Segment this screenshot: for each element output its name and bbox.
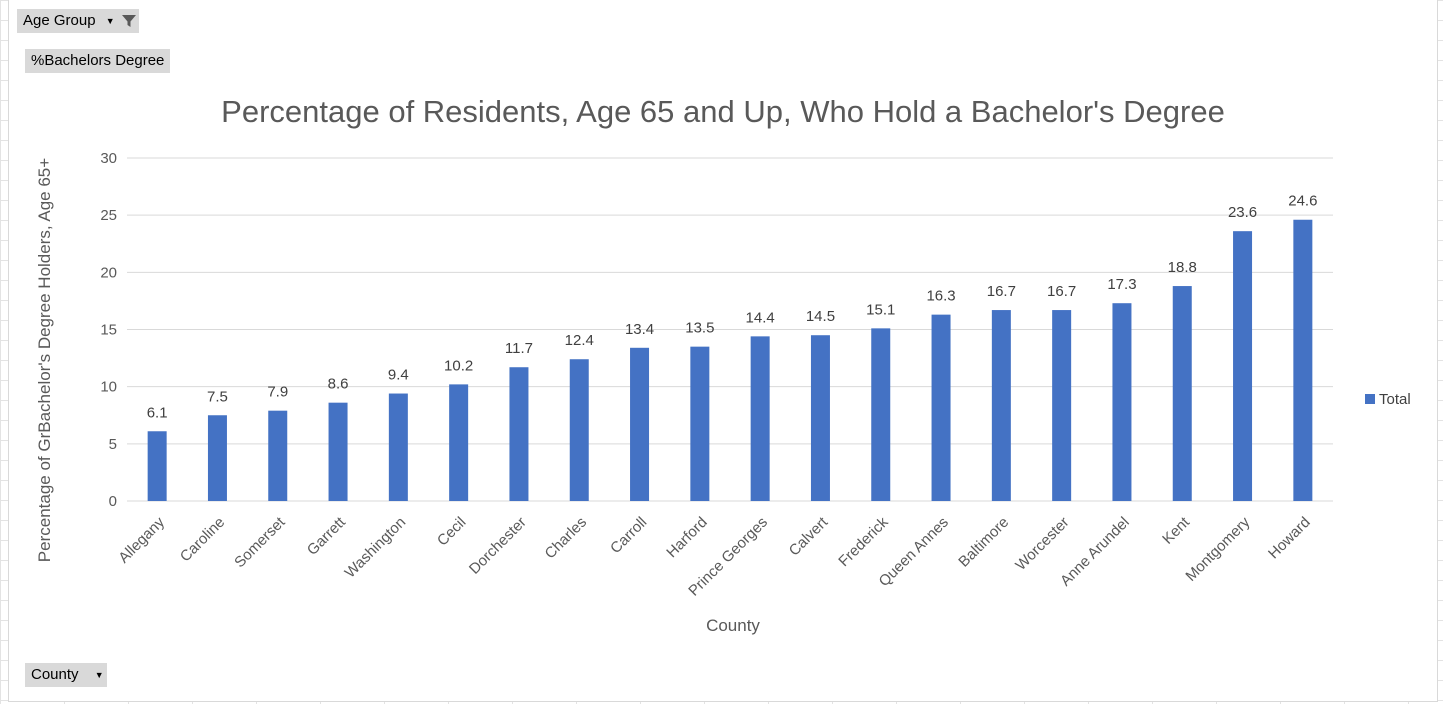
x-axis-title: County [706, 616, 760, 635]
x-axis-ticks: Allegany Caroline Somerset GarrettWashingto… [115, 513, 1313, 599]
bar[interactable] [1112, 303, 1132, 501]
bar[interactable] [871, 328, 891, 501]
data-label: 17.3 [1107, 276, 1136, 293]
bar[interactable] [750, 336, 770, 501]
data-label: 7.5 [207, 388, 228, 405]
data-label: 16.7 [987, 283, 1016, 300]
bar[interactable] [449, 384, 469, 501]
bar[interactable] [509, 367, 529, 501]
x-tick-label: Charles [542, 514, 591, 563]
bar[interactable] [931, 314, 951, 501]
filter-icon [121, 15, 136, 28]
bar[interactable] [630, 347, 650, 501]
chart-area[interactable]: Age Group ▼ %Bachelors Degree County ▼ [8, 0, 1438, 702]
y-tick-label: 10 [100, 379, 117, 396]
x-tick-label: Calvert [786, 513, 832, 559]
data-label: 23.6 [1228, 204, 1257, 221]
bar[interactable] [1293, 219, 1313, 502]
bar[interactable] [690, 346, 710, 501]
x-tick-label: Montgomery [1182, 513, 1253, 584]
x-tick-label: Kent [1159, 513, 1193, 547]
bar[interactable] [328, 402, 348, 501]
bar[interactable] [388, 393, 408, 501]
gridlines [127, 157, 1333, 502]
x-tick-label: Worcester [1012, 514, 1072, 574]
data-label: 7.9 [267, 384, 288, 401]
data-label: 13.4 [625, 321, 654, 338]
y-tick-label: 5 [109, 436, 117, 453]
data-label: 15.1 [866, 301, 895, 318]
data-label: 24.6 [1288, 193, 1317, 210]
x-tick-label: Harford [663, 514, 710, 561]
x-tick-label: Baltimore [955, 514, 1012, 571]
data-label: 14.5 [806, 308, 835, 325]
data-label: 6.1 [147, 404, 168, 421]
data-label: 8.6 [328, 376, 349, 393]
y-tick-label: 25 [100, 207, 117, 224]
x-tick-label: Frederick [835, 513, 892, 570]
y-axis-ticks: 0 5 10 15 20 25 30 [100, 150, 117, 510]
x-tick-label: Washington [342, 514, 410, 582]
y-tick-label: 20 [100, 264, 117, 281]
legend-swatch [1365, 394, 1375, 404]
data-label: 13.5 [685, 320, 714, 337]
data-label: 9.4 [388, 367, 409, 384]
data-labels: 6.1 7.5 7.9 8.6 9.4 10.2 11.7 12.4 13.4 13.5 14.4 1… [147, 193, 1318, 422]
x-tick-label: Howard [1265, 514, 1314, 563]
bar[interactable] [1052, 310, 1072, 501]
x-tick-label: Carroll [607, 514, 650, 557]
x-tick-label: Somerset [231, 513, 289, 571]
x-tick-label: Caroline [177, 514, 229, 566]
bar[interactable] [1233, 231, 1253, 501]
y-tick-label: 15 [100, 322, 117, 339]
x-tick-label: Cecil [434, 514, 470, 550]
age-group-filter-button[interactable]: Age Group ▼ [17, 9, 139, 33]
data-label: 11.7 [505, 340, 533, 357]
bar[interactable] [569, 359, 589, 501]
bar[interactable] [991, 310, 1011, 501]
data-label: 16.7 [1047, 283, 1076, 300]
legend[interactable]: Total [1365, 391, 1411, 408]
data-label: 12.4 [565, 332, 594, 349]
data-label: 10.2 [444, 357, 473, 374]
bachelors-degree-value-label: %Bachelors Degree [31, 52, 165, 69]
bar[interactable] [207, 415, 227, 501]
bar[interactable] [810, 335, 830, 501]
chart-title: Percentage of Residents, Age 65 and Up, … [221, 94, 1225, 129]
bar[interactable] [1172, 286, 1192, 501]
age-group-filter-label: Age Group [23, 12, 96, 29]
chevron-down-icon: ▼ [94, 670, 104, 681]
county-axis-field-label: County [31, 666, 79, 683]
y-axis-title: Percentage of GrBachelor's Degree Holder… [35, 158, 54, 562]
x-tick-label: Allegany [115, 513, 168, 566]
y-tick-label: 0 [109, 493, 117, 510]
chevron-down-icon: ▼ [105, 16, 115, 27]
county-axis-field-button[interactable]: County ▼ [25, 663, 107, 687]
x-tick-label: Dorchester [466, 514, 530, 578]
bachelors-degree-value-button[interactable]: %Bachelors Degree [25, 49, 171, 73]
y-tick-label: 30 [100, 150, 117, 167]
x-tick-label: Garrett [304, 513, 350, 559]
data-label: 18.8 [1168, 259, 1197, 276]
bars [147, 219, 1313, 502]
bar[interactable] [268, 410, 288, 501]
legend-label: Total [1379, 391, 1411, 408]
data-label: 14.4 [746, 309, 775, 326]
bar[interactable] [147, 431, 167, 501]
data-label: 16.3 [926, 288, 955, 305]
